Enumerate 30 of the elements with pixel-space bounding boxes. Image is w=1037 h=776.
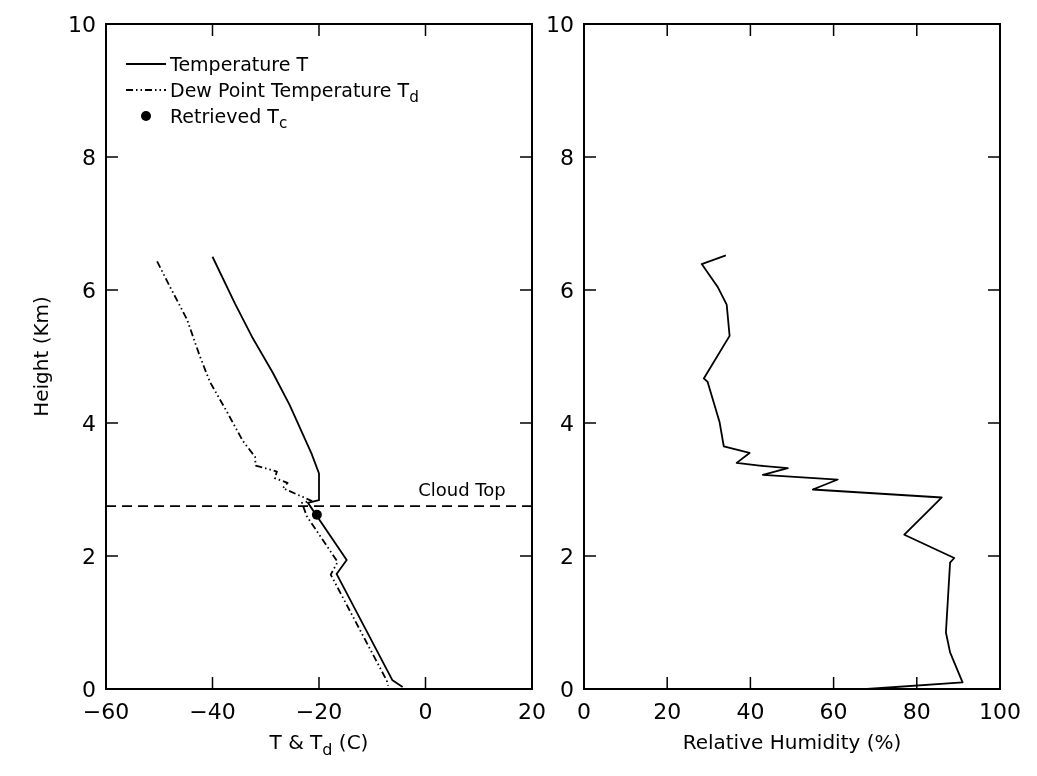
legend-label: Dew Point Temperature T$_{d}$ — [170, 79, 419, 107]
x-tick-label: 20 — [653, 699, 682, 724]
x-tick-label: 20 — [518, 699, 546, 724]
y-tick-label: 6 — [82, 278, 96, 303]
x-tick-label: 80 — [902, 699, 931, 724]
x-tick-label: −40 — [189, 699, 236, 724]
y-tick-label: 2 — [82, 544, 96, 569]
y-tick-label: 8 — [82, 145, 96, 170]
y-tick-label: 8 — [560, 145, 574, 170]
y-tick-label: 10 — [68, 12, 96, 37]
y-tick-label: 6 — [560, 278, 574, 303]
y-tick-label: 10 — [546, 12, 574, 37]
y-tick-label: 4 — [82, 411, 96, 436]
y-tick-label: 0 — [560, 677, 574, 702]
x-axis-title: T & T$_{d}$ (C) — [268, 730, 369, 759]
y-tick-label: 2 — [560, 544, 574, 569]
legend-label: Retrieved T$_{c}$ — [170, 105, 288, 133]
x-tick-label: −60 — [82, 699, 130, 724]
x-tick-label: 60 — [819, 699, 848, 724]
x-axis-title: Relative Humidity (%) — [682, 730, 902, 754]
x-tick-label: 40 — [736, 699, 765, 724]
x-tick-label: 0 — [418, 699, 433, 724]
x-tick-label: −20 — [295, 699, 343, 724]
ref-line-label: Cloud Top — [418, 479, 506, 501]
y-tick-label: 0 — [82, 677, 96, 702]
x-tick-label: 0 — [577, 699, 591, 724]
x-tick-label: 100 — [979, 699, 1021, 724]
y-axis-title: Height (Km) — [29, 296, 53, 417]
y-tick-label: 4 — [560, 411, 574, 436]
legend-label: Temperature T — [169, 53, 309, 75]
